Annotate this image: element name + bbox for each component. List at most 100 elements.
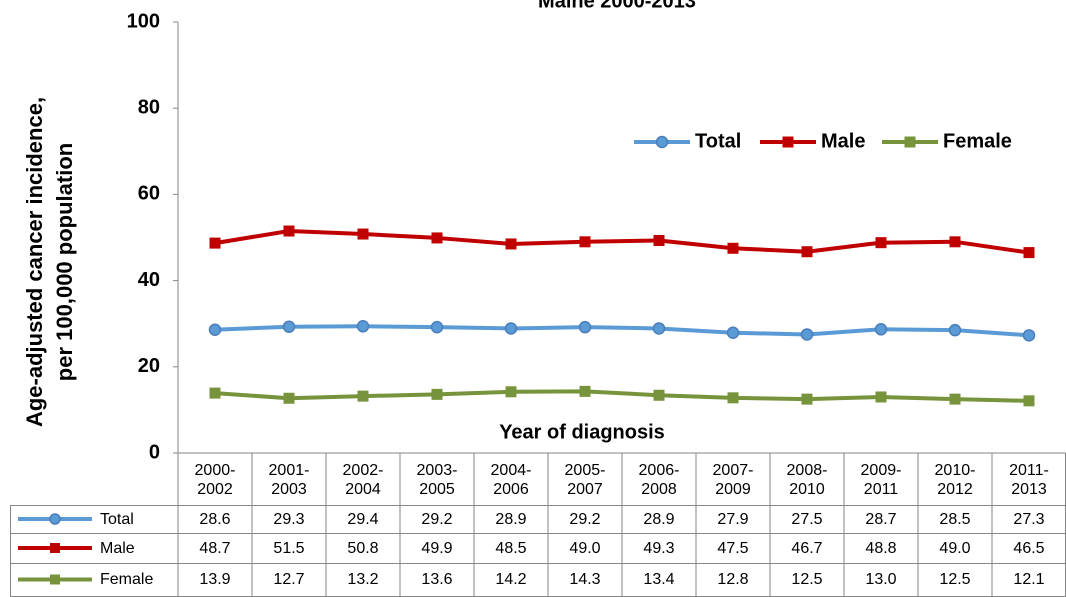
table-value: 27.3 <box>1013 510 1045 528</box>
table-value: 48.5 <box>495 539 527 557</box>
point <box>727 242 739 254</box>
point <box>282 320 296 333</box>
table-value: 12.5 <box>791 571 823 588</box>
table-value: 13.9 <box>199 571 231 588</box>
category-label: 2009-2011 <box>860 462 902 498</box>
legend-marker <box>782 136 794 148</box>
point <box>1023 395 1035 407</box>
table-value: 14.3 <box>569 571 601 588</box>
point <box>726 326 740 340</box>
table-value: 28.9 <box>495 510 527 528</box>
table-value: 28.6 <box>199 510 231 528</box>
table-value: 49.0 <box>569 539 601 557</box>
point <box>1023 247 1035 259</box>
point <box>1022 329 1036 342</box>
table-legend-marker <box>49 513 61 525</box>
table-value: 46.7 <box>791 539 823 557</box>
table-value: 13.2 <box>347 571 379 588</box>
chart-title: Maine 2000-2013 <box>538 0 696 12</box>
x-axis-label: Year of diagnosis <box>499 421 665 443</box>
point <box>874 323 888 336</box>
y-tick-label: 80 <box>138 96 160 118</box>
table-value: 13.4 <box>643 571 675 588</box>
point <box>357 390 369 402</box>
point <box>652 322 666 335</box>
point <box>653 235 665 247</box>
point <box>504 322 518 335</box>
table-value: 46.5 <box>1013 539 1045 557</box>
category-label: 2001-2003 <box>268 462 310 498</box>
point <box>579 236 591 248</box>
table-value: 27.9 <box>717 510 749 528</box>
category-label: 2005-2007 <box>564 462 606 498</box>
point <box>801 246 813 258</box>
category-label: 2004-2006 <box>490 462 532 498</box>
table-value: 47.5 <box>717 539 749 557</box>
table-value: 13.6 <box>421 571 453 588</box>
legend-label: Female <box>943 130 1012 152</box>
table-value: 28.9 <box>643 510 675 528</box>
point <box>430 320 444 334</box>
table-value: 27.5 <box>791 510 823 528</box>
point <box>579 385 591 397</box>
point <box>431 232 443 244</box>
category-label: 2007-2009 <box>712 462 754 498</box>
point <box>283 392 295 404</box>
table-value: 49.3 <box>643 539 675 557</box>
y-tick-label: 0 <box>149 441 160 463</box>
point <box>208 323 222 336</box>
legend-marker <box>904 136 916 148</box>
table-value: 49.9 <box>421 539 453 557</box>
category-label: 2006-2008 <box>638 462 680 498</box>
row-label: Total <box>100 510 134 528</box>
point <box>948 323 962 337</box>
table-value: 49.0 <box>939 539 971 557</box>
point <box>800 328 814 341</box>
table-value: 28.5 <box>939 510 971 528</box>
table-value: 13.0 <box>865 571 897 588</box>
legend-label: Male <box>821 130 865 152</box>
point <box>283 225 295 237</box>
series-line <box>214 229 1030 255</box>
point <box>505 238 517 250</box>
table-value: 48.8 <box>865 539 897 557</box>
row-label: Female <box>100 571 154 588</box>
category-label: 2011-2013 <box>1009 462 1049 498</box>
point <box>875 237 887 249</box>
point <box>801 393 813 405</box>
point <box>727 392 739 404</box>
category-label: 2010-2012 <box>934 462 976 498</box>
table-legend-marker <box>50 543 60 553</box>
category-label: 2000-2002 <box>194 462 236 498</box>
table-legend-marker <box>50 574 60 585</box>
table-value: 14.2 <box>495 571 527 588</box>
point <box>209 387 221 399</box>
table-value: 29.4 <box>347 510 379 528</box>
point <box>949 393 961 405</box>
point <box>356 320 370 333</box>
y-tick-label: 100 <box>127 10 160 32</box>
y-tick-label: 60 <box>138 183 160 205</box>
point <box>357 228 369 240</box>
table-value: 29.2 <box>569 510 601 528</box>
category-label: 2002-2004 <box>342 462 384 498</box>
table-value: 12.7 <box>273 571 305 588</box>
table-value: 12.8 <box>717 571 749 588</box>
row-label: Male <box>100 539 135 557</box>
point <box>505 386 517 398</box>
category-label: 2003-2005 <box>416 462 458 498</box>
legend-label: Total <box>695 130 741 152</box>
table-value: 29.2 <box>421 510 453 528</box>
point <box>209 237 221 249</box>
table-value: 51.5 <box>273 539 305 557</box>
table-value: 29.3 <box>273 510 305 528</box>
point <box>949 236 961 248</box>
point <box>578 320 592 334</box>
series-line <box>214 324 1030 338</box>
table-value: 50.8 <box>347 539 379 557</box>
point <box>875 391 887 403</box>
y-tick-label: 20 <box>138 355 160 377</box>
table-value: 12.1 <box>1013 571 1045 588</box>
